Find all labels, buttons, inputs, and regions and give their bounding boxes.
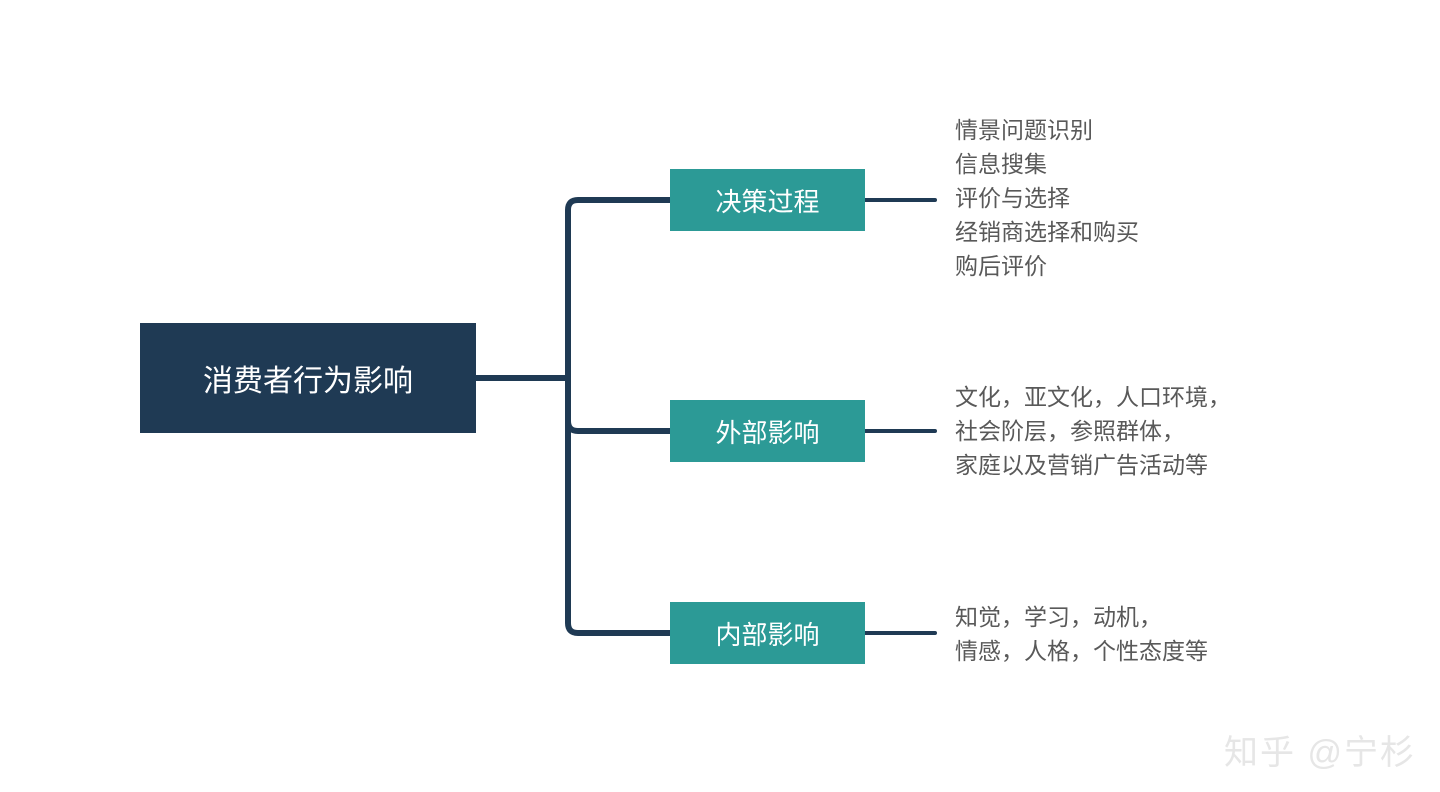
detail-line: 家庭以及营销广告活动等	[955, 448, 1231, 482]
detail-line: 情景问题识别	[955, 113, 1139, 147]
child-node-decision: 决策过程	[670, 169, 865, 231]
child-label: 外部影响	[715, 413, 819, 450]
root-node: 消费者行为影响	[140, 323, 476, 433]
detail-line: 购后评价	[955, 249, 1139, 283]
detail-external: 文化，亚文化，人口环境，社会阶层，参照群体，家庭以及营销广告活动等	[955, 380, 1231, 482]
detail-line: 情感，人格，个性态度等	[955, 634, 1208, 668]
child-node-external: 外部影响	[670, 400, 865, 462]
detail-line: 知觉，学习，动机，	[955, 600, 1208, 634]
child-node-internal: 内部影响	[670, 602, 865, 664]
diagram-canvas: { "diagram": { "type": "tree", "backgrou…	[0, 0, 1440, 792]
detail-line: 信息搜集	[955, 147, 1139, 181]
detail-decision: 情景问题识别信息搜集评价与选择经销商选择和购买购后评价	[955, 113, 1139, 283]
root-label: 消费者行为影响	[203, 356, 413, 400]
detail-line: 经销商选择和购买	[955, 215, 1139, 249]
watermark: 知乎 @宁杉	[1224, 725, 1416, 774]
child-label: 内部影响	[715, 615, 819, 652]
detail-line: 评价与选择	[955, 181, 1139, 215]
detail-internal: 知觉，学习，动机，情感，人格，个性态度等	[955, 600, 1208, 668]
detail-line: 社会阶层，参照群体，	[955, 414, 1231, 448]
child-label: 决策过程	[715, 182, 819, 219]
detail-line: 文化，亚文化，人口环境，	[955, 380, 1231, 414]
